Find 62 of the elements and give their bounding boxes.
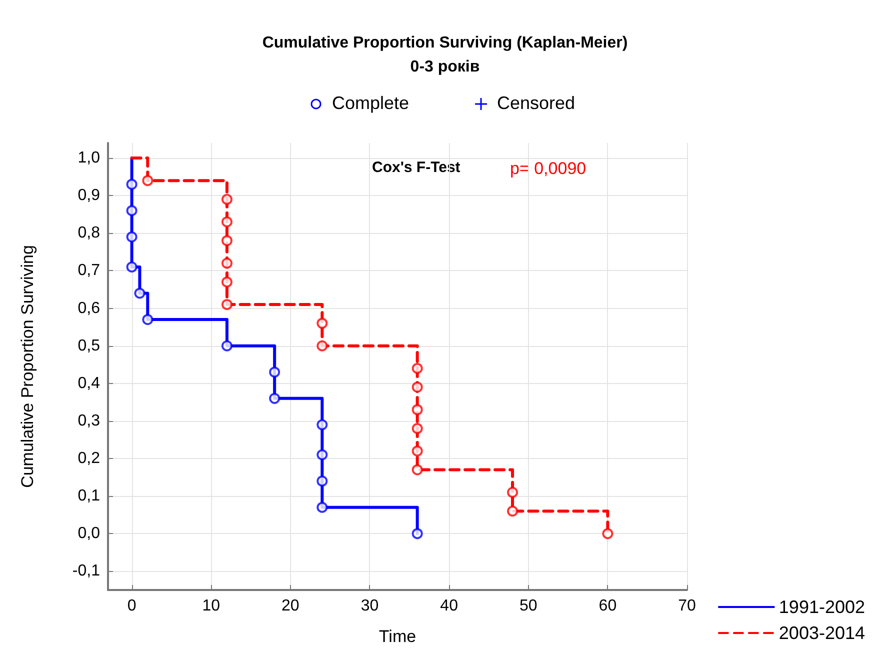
point <box>134 288 146 299</box>
point <box>142 314 154 326</box>
y-tick-label: 0,6 <box>78 300 100 317</box>
point <box>412 404 423 416</box>
point <box>221 276 232 288</box>
point <box>221 299 232 310</box>
y-tick-label: 1,0 <box>78 150 100 167</box>
point <box>412 382 423 393</box>
point <box>316 419 328 430</box>
point <box>316 318 328 329</box>
x-tick-label: 40 <box>440 598 458 614</box>
y-tick-label: 0,0 <box>78 525 100 542</box>
point <box>412 528 423 540</box>
point <box>221 216 232 228</box>
point <box>221 235 232 246</box>
point <box>269 366 280 378</box>
point <box>507 506 518 517</box>
y-tick-label: 0,1 <box>78 488 100 505</box>
point <box>316 502 328 513</box>
point <box>126 205 138 216</box>
point <box>507 486 518 498</box>
point <box>412 422 423 434</box>
chart-subtitle: 0-3 років <box>410 58 480 76</box>
x-tick-label: 0 <box>127 598 136 614</box>
x-tick-label: 10 <box>202 598 220 614</box>
y-tick-label: 0,5 <box>78 337 100 354</box>
annotation: Cox's F-Test <box>372 159 460 176</box>
y-tick-label: 0,2 <box>78 450 100 468</box>
annotation: p= 0,0090 <box>510 159 586 178</box>
point <box>126 231 138 242</box>
x-tick-label: 30 <box>360 598 379 614</box>
y-tick-label: 0,9 <box>78 187 100 204</box>
point <box>316 340 328 352</box>
point <box>412 362 423 374</box>
point <box>142 175 154 186</box>
point <box>412 464 423 476</box>
x-tick-label: 60 <box>598 598 617 614</box>
point <box>316 449 328 460</box>
legend-label: Complete <box>332 93 410 113</box>
y-tick-label: 0,4 <box>78 374 100 392</box>
x-axis-title: Time <box>378 627 416 646</box>
x-tick-label: 20 <box>282 598 300 614</box>
x-tick-label: 70 <box>678 598 696 614</box>
point <box>412 446 423 457</box>
point <box>221 194 232 205</box>
point <box>221 258 232 269</box>
y-axis-title: Cumulative Proportion Surviving <box>18 245 37 488</box>
chart-title: Cumulative Proportion Surviving (Kaplan-Meier) <box>262 34 628 52</box>
point <box>269 392 280 404</box>
point <box>221 340 232 352</box>
legend-label: 2003-2014 <box>778 623 866 643</box>
point <box>602 528 614 540</box>
legend-label: 1991-2002 <box>778 597 866 617</box>
point <box>126 178 138 190</box>
y-tick-label: -0,1 <box>72 562 100 580</box>
y-tick-label: 0,8 <box>78 224 100 242</box>
point <box>126 261 138 272</box>
y-tick-label: 0,7 <box>78 262 100 280</box>
x-tick-label: 50 <box>519 598 538 614</box>
y-tick-label: 0,3 <box>78 412 100 430</box>
legend-label: Censored <box>497 93 576 113</box>
point <box>316 476 328 487</box>
